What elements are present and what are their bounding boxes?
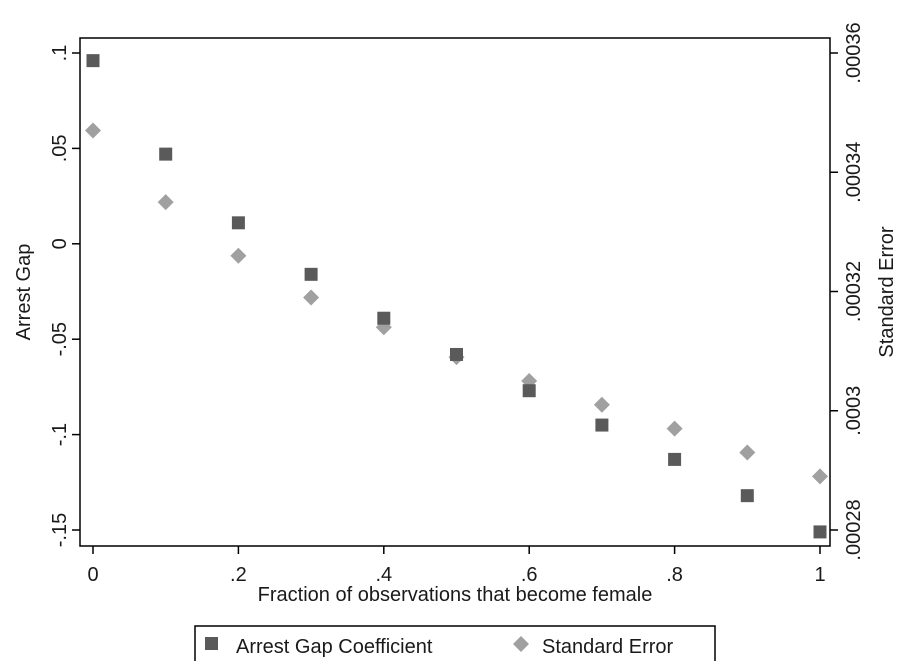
standard-error-point xyxy=(739,444,756,461)
y2-tick-label: .00034 xyxy=(843,142,865,203)
y2-tick-label: .00036 xyxy=(843,22,865,83)
arrest-gap-point xyxy=(377,311,391,325)
x-tick-label: .4 xyxy=(375,564,392,586)
x-tick-label: 1 xyxy=(814,564,825,586)
arrest-gap-point xyxy=(231,216,245,230)
y2-tick-label: .0003 xyxy=(843,386,865,436)
y-tick-label: 0 xyxy=(49,238,71,249)
standard-error-point xyxy=(157,194,174,211)
y-tick-label: .05 xyxy=(49,134,71,162)
standard-error-point xyxy=(303,289,320,306)
legend-label-arrest-gap-coefficient: Arrest Gap Coefficient xyxy=(236,636,433,658)
data-marks xyxy=(85,54,828,539)
standard-error-point xyxy=(593,396,610,413)
y2-axis-title: Standard Error xyxy=(876,226,897,358)
bottom-axis: 0 .2 .4 .6 .8 1 xyxy=(87,546,826,586)
y-tick-label: -.05 xyxy=(49,322,71,356)
legend-box xyxy=(194,625,716,661)
standard-error-point xyxy=(230,247,247,264)
x-tick-label: .2 xyxy=(230,564,247,586)
x-axis-title: Fraction of observations that become fem… xyxy=(258,584,653,606)
y-tick-label: -.1 xyxy=(49,423,71,446)
x-tick-label: .8 xyxy=(666,564,683,586)
legend-marker-standard-error xyxy=(513,636,529,652)
standard-error-point xyxy=(812,468,828,485)
legend-label-standard-error: Standard Error xyxy=(542,636,674,658)
y-axis-title: Arrest Gap xyxy=(13,244,35,341)
y-tick-label: .1 xyxy=(49,45,71,62)
legend-marker-arrest-gap-coefficient xyxy=(205,637,218,650)
y2-tick-label: .00032 xyxy=(843,261,865,322)
y2-tick-label: .00028 xyxy=(843,499,865,560)
standard-error-point xyxy=(666,420,683,437)
arrest-gap-point xyxy=(304,267,318,281)
right-axis: .00028 .0003 .00032 .00034 .00036 xyxy=(830,22,865,561)
x-tick-label: 0 xyxy=(87,564,98,586)
arrest-gap-point xyxy=(159,147,173,161)
arrest-gap-point xyxy=(522,384,536,398)
left-axis: -.15 -.1 -.05 0 .05 .1 xyxy=(49,45,80,547)
x-tick-label: .6 xyxy=(521,564,538,586)
arrest-gap-point xyxy=(86,54,100,68)
arrest-gap-point xyxy=(813,525,827,539)
y-tick-label: -.15 xyxy=(49,513,71,547)
arrest-gap-point xyxy=(450,347,463,361)
plot-frame xyxy=(79,37,831,547)
standard-error-point xyxy=(85,122,101,139)
arrest-gap-point xyxy=(740,489,754,503)
arrest-gap-point xyxy=(668,452,682,466)
legend: Arrest Gap Coefficient Standard Error xyxy=(194,625,716,661)
arrest-gap-point xyxy=(595,418,609,432)
